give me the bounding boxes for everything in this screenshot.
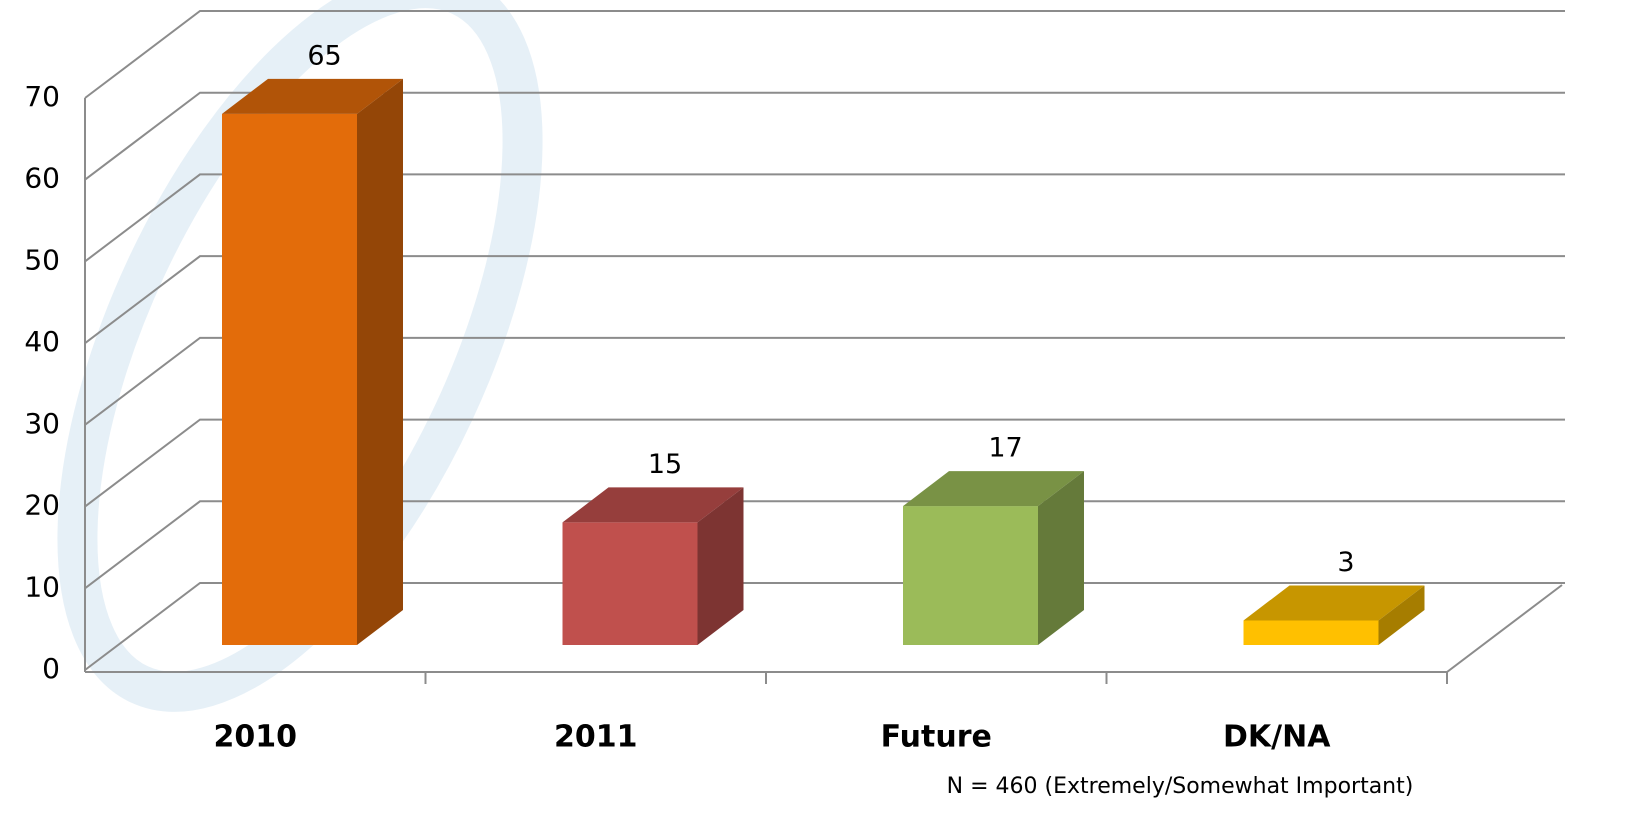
bar-top — [222, 78, 403, 114]
y-tick-label: 40 — [24, 325, 60, 358]
footnote: N = 460 (Extremely/Somewhat Important) — [947, 774, 1414, 799]
bar-front — [562, 522, 698, 645]
grid-line — [84, 500, 1565, 590]
bar-front — [903, 506, 1038, 645]
y-tick-label: 20 — [24, 489, 60, 522]
data-label: 65 — [307, 40, 341, 71]
grid-line — [84, 418, 1565, 508]
bar-side — [1378, 585, 1425, 645]
grid-line — [84, 10, 1565, 99]
data-label: 3 — [1337, 547, 1354, 578]
y-tick-label: 10 — [24, 570, 60, 603]
bar-front — [1243, 620, 1379, 645]
x-tick-label: 2010 — [214, 720, 298, 755]
bar-top — [903, 471, 1084, 507]
background-swoosh — [57, 0, 543, 712]
bar-side — [357, 78, 403, 646]
bar-side — [697, 487, 744, 645]
y-tick-label: 50 — [24, 243, 60, 276]
data-label: 17 — [988, 433, 1022, 464]
grid-line — [84, 336, 1565, 426]
bar-front — [222, 113, 357, 646]
grid-line — [84, 173, 1565, 263]
x-tick-label: DK/NA — [1223, 720, 1331, 755]
bar-side — [1038, 471, 1084, 645]
x-tick-label: 2011 — [554, 720, 638, 755]
y-tick-label: 30 — [24, 407, 60, 440]
y-tick-label: 60 — [24, 162, 60, 195]
y-tick-label: 70 — [24, 80, 60, 113]
bar-top — [562, 487, 744, 523]
bar-top — [1243, 585, 1425, 621]
grid-line — [84, 582, 1565, 671]
grid-line — [84, 91, 1565, 181]
data-label: 15 — [648, 449, 682, 480]
grid-line — [84, 255, 1565, 344]
x-tick-label: Future — [881, 720, 992, 755]
y-tick-label: 0 — [42, 652, 60, 685]
